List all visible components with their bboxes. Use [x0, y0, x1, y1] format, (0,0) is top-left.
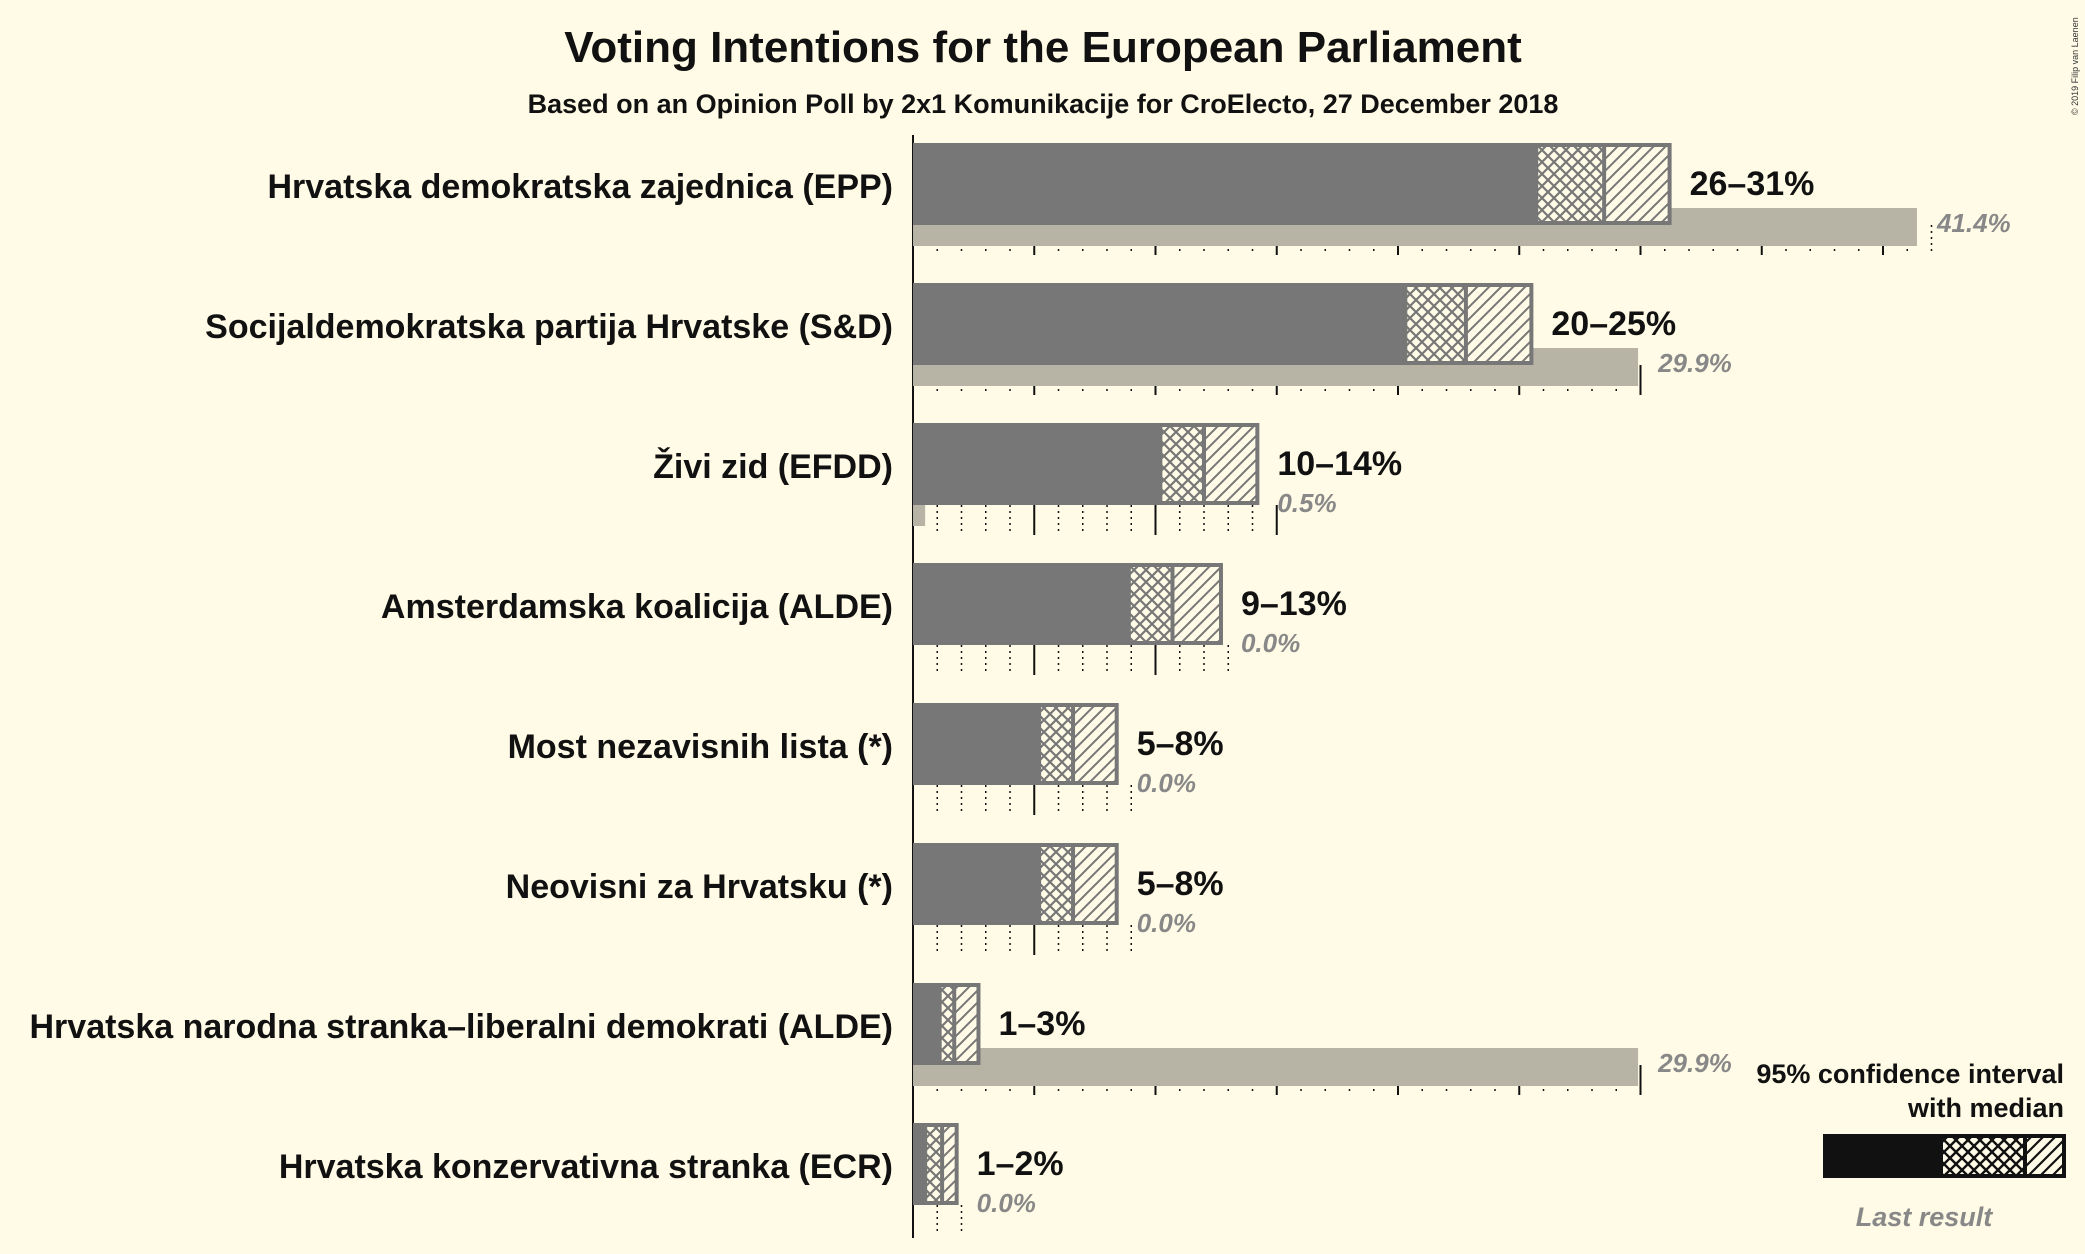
party-row: Živi zid (EFDD) 10–14% 0.5%	[653, 423, 1402, 535]
range-label: 20–25%	[1551, 305, 1676, 343]
legend-solid-bar	[1825, 1136, 1943, 1176]
party-row: Socijaldemokratska partija Hrvatske (S&D…	[205, 283, 1732, 395]
range-label: 1–2%	[977, 1145, 1064, 1183]
ci-outline	[1158, 423, 1260, 505]
ci-upper-hatch	[942, 1123, 957, 1205]
ci-upper-hatch	[1073, 703, 1117, 785]
solid-bar	[913, 143, 1537, 225]
solid-bar	[913, 423, 1161, 505]
copyright-note: © 2019 Filip van Laenen	[2070, 17, 2080, 115]
ci-upper-hatch	[1604, 143, 1670, 225]
legend-last-result-label: Last result	[1856, 1202, 1994, 1232]
solid-bar	[913, 1123, 926, 1205]
solid-bar	[913, 283, 1406, 365]
party-label: Hrvatska demokratska zajednica (EPP)	[267, 168, 893, 206]
party-row: Hrvatska narodna stranka–liberalni demok…	[30, 983, 1732, 1095]
legend-title-line1: 95% confidence interval	[1756, 1059, 2064, 1089]
party-row: Amsterdamska koalicija (ALDE) 9–13% 0.0%	[381, 563, 1347, 675]
ci-upper-hatch	[1204, 423, 1258, 505]
ci-outline	[1403, 283, 1534, 365]
party-label: Neovisni za Hrvatsku (*)	[506, 868, 893, 906]
ci-outline	[1126, 563, 1223, 645]
legend: 95% confidence interval with median Last…	[1756, 1059, 2066, 1232]
party-row: Hrvatska demokratska zajednica (EPP) 26–3…	[267, 143, 2011, 255]
legend-ci-outline	[1823, 1134, 2066, 1178]
chart-subtitle: Based on an Opinion Poll by 2x1 Komunika…	[528, 89, 1559, 119]
ci-outline	[1037, 843, 1119, 925]
party-row: Neovisni za Hrvatsku (*) 5–8% 0.0%	[506, 843, 1224, 955]
party-row: Hrvatska konzervativna stranka (ECR) 1–2%…	[279, 1123, 1064, 1235]
ci-outline	[1037, 703, 1119, 785]
ci-upper-hatch	[1172, 563, 1221, 645]
range-label: 9–13%	[1241, 585, 1347, 623]
ci-outline	[937, 983, 981, 1065]
last-result-label: 0.0%	[1137, 908, 1196, 938]
party-label: Socijaldemokratska partija Hrvatske (S&D…	[205, 308, 893, 346]
legend-upper-diagonal	[2025, 1136, 2064, 1176]
last-result-label: 0.0%	[1137, 768, 1196, 798]
party-label: Amsterdamska koalicija (ALDE)	[381, 588, 893, 626]
solid-bar	[913, 983, 940, 1065]
party-label: Most nezavisnih lista (*)	[508, 728, 893, 766]
party-label: Živi zid (EFDD)	[653, 448, 893, 486]
ci-lower-hatch	[1536, 143, 1605, 225]
ci-lower-hatch	[939, 983, 955, 1065]
range-label: 26–31%	[1690, 165, 1815, 203]
range-label: 10–14%	[1277, 445, 1402, 483]
solid-bar	[913, 563, 1129, 645]
last-result-label: 0.0%	[977, 1188, 1036, 1218]
ci-upper-hatch	[1073, 843, 1117, 925]
ci-lower-hatch	[1039, 843, 1074, 925]
last-result-label: 29.9%	[1657, 348, 1732, 378]
party-label: Hrvatska konzervativna stranka (ECR)	[279, 1148, 893, 1186]
last-result-label: 41.4%	[1936, 208, 2011, 238]
range-label: 1–3%	[998, 1005, 1085, 1043]
last-result-label: 29.9%	[1657, 1048, 1732, 1078]
last-result-label: 0.0%	[1241, 628, 1300, 658]
last-result-label: 0.5%	[1277, 488, 1336, 518]
solid-bar	[913, 703, 1040, 785]
legend-median-crosshatch	[1943, 1136, 2025, 1176]
last-result-bar	[913, 1048, 1639, 1086]
legend-title-line2: with median	[1907, 1093, 2064, 1123]
party-label: Hrvatska narodna stranka–liberalni demok…	[30, 1008, 894, 1046]
ci-lower-hatch	[925, 1123, 943, 1205]
ci-lower-hatch	[1160, 423, 1204, 505]
ci-lower-hatch	[1405, 283, 1466, 365]
ci-upper-hatch	[1465, 283, 1532, 365]
party-rows: Hrvatska demokratska zajednica (EPP) 26–3…	[30, 143, 2011, 1235]
chart-title: Voting Intentions for the European Parli…	[564, 23, 1522, 72]
solid-bar	[913, 843, 1040, 925]
range-label: 5–8%	[1137, 865, 1224, 903]
party-row: Most nezavisnih lista (*) 5–8% 0.0%	[508, 703, 1224, 815]
ci-lower-hatch	[1039, 703, 1074, 785]
ci-upper-hatch	[954, 983, 979, 1065]
range-label: 5–8%	[1137, 725, 1224, 763]
ci-lower-hatch	[1128, 563, 1173, 645]
